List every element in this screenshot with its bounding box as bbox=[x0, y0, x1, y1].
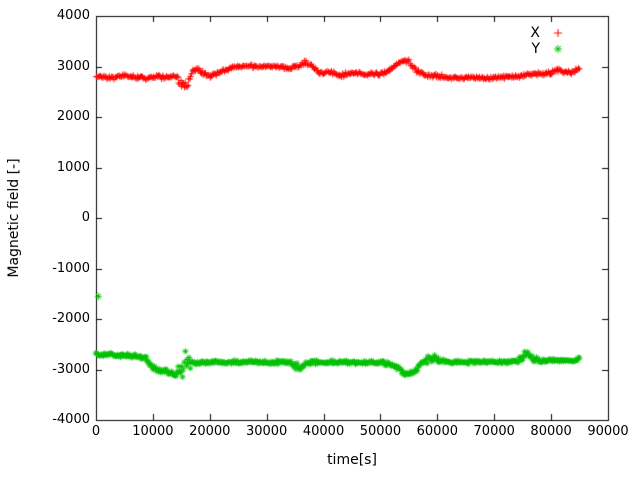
y-tick-label: 3000 bbox=[56, 58, 90, 74]
x-tick-label: 0 bbox=[91, 424, 101, 439]
y-tick-label: -1000 bbox=[52, 260, 90, 276]
y-axis-label: Magnetic field [-] bbox=[6, 158, 22, 278]
x-tick-label: 80000 bbox=[530, 424, 572, 439]
x-tick-label: 60000 bbox=[416, 424, 458, 439]
y-tick-label: 0 bbox=[81, 210, 90, 225]
x-tick-label: 90000 bbox=[587, 424, 629, 439]
x-tick-label: 40000 bbox=[302, 424, 345, 439]
x-axis-label: time[s] bbox=[327, 452, 377, 468]
y-tick-label: -4000 bbox=[52, 412, 90, 427]
x-tick-label: 70000 bbox=[473, 424, 515, 439]
y-tick-label: 2000 bbox=[56, 109, 90, 124]
x-tick-label: 10000 bbox=[132, 424, 174, 439]
x-tick-label: 30000 bbox=[245, 424, 288, 439]
y-tick-label: -2000 bbox=[52, 311, 90, 326]
y-tick-label: 1000 bbox=[56, 159, 90, 175]
y-tick-label: 4000 bbox=[56, 8, 90, 23]
x-tick-label: 20000 bbox=[189, 424, 231, 439]
x-tick-label: 50000 bbox=[359, 424, 402, 439]
y-tick-label: -3000 bbox=[52, 361, 90, 377]
legend-label-series-y: Y bbox=[531, 41, 540, 57]
legend-label-series-x: X bbox=[530, 25, 540, 41]
